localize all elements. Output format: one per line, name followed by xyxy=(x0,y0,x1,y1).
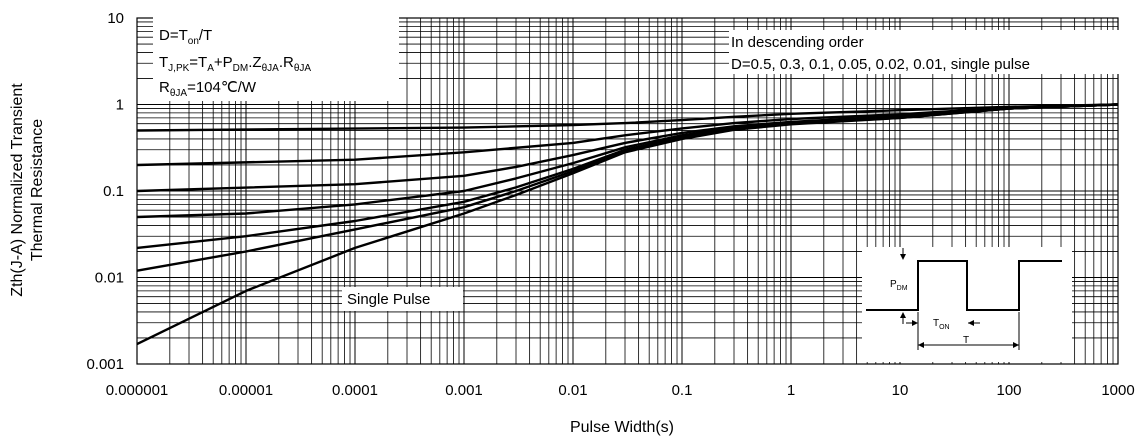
formula-box-bg xyxy=(153,13,399,101)
series-line-7 xyxy=(136,103,1119,346)
y-axis-title-line1: Zth(J-A) Normalized Transient xyxy=(9,83,26,297)
inset-period-arrowhead-left xyxy=(918,342,924,348)
y-axis-title-line2: Thermal Resistance xyxy=(29,119,46,261)
x-tick-label: 0.0001 xyxy=(332,382,378,399)
formula-line2: TJ,PK=TA+PDM.ZθJA.RθJA xyxy=(159,54,311,74)
formula-line3: RθJA=104℃/W xyxy=(159,79,257,99)
order-annotation: In descending order D=0.5, 0.3, 0.1, 0.0… xyxy=(729,30,1132,74)
inset-period-label: T xyxy=(963,335,969,346)
y-axis-title: Zth(J-A) Normalized Transient Thermal Re… xyxy=(9,83,46,297)
order-box-bg xyxy=(729,30,1132,74)
series-line-1 xyxy=(136,103,1119,132)
y-tick-label: 0.1 xyxy=(103,183,124,200)
inset-pdm-arrow-top xyxy=(900,254,906,260)
x-tick-label: 100 xyxy=(996,382,1021,399)
single-pulse-label: Single Pulse xyxy=(347,291,430,308)
series-line-5 xyxy=(136,103,1119,250)
inset-ton-arrowhead-left xyxy=(912,320,918,326)
tick-labels: 0.000001 0.00001 0.0001 0.001 0.01 0.1 1 10 100 1… xyxy=(86,10,1134,399)
x-tick-label: 0.01 xyxy=(558,382,587,399)
x-tick-label: 1 xyxy=(787,382,795,399)
formula-line1: D=Ton/T xyxy=(159,27,212,47)
y-tick-label: 10 xyxy=(107,10,124,27)
inset-ton-arrowhead-right xyxy=(968,320,974,326)
x-axis-title: Pulse Width(s) xyxy=(570,419,674,436)
order-line2: D=0.5, 0.3, 0.1, 0.05, 0.02, 0.01, singl… xyxy=(731,56,1030,73)
y-tick-label: 0.001 xyxy=(86,356,124,373)
inset-pdm-arrow-bottom xyxy=(900,312,906,318)
series-line-2 xyxy=(136,103,1119,167)
y-tick-label: 1 xyxy=(116,97,124,114)
x-tick-label: 0.1 xyxy=(672,382,693,399)
x-tick-label: 1000 xyxy=(1101,382,1134,399)
single-pulse-annotation: Single Pulse xyxy=(342,287,463,311)
single-pulse-label-bg xyxy=(342,287,463,311)
inset-pdm-label: PDM xyxy=(890,279,908,292)
pulse-waveform-inset: PDM TON T xyxy=(862,247,1072,362)
inset-period-arrowhead-right xyxy=(1013,342,1019,348)
x-tick-label: 0.000001 xyxy=(106,382,169,399)
x-tick-label: 0.001 xyxy=(445,382,483,399)
plot-frame xyxy=(136,17,1119,365)
plot-area-border xyxy=(136,17,1119,365)
inset-waveform xyxy=(866,260,1062,311)
formula-annotation: D=Ton/T TJ,PK=TA+PDM.ZθJA.RθJA RθJA=104℃… xyxy=(153,13,399,101)
x-tick-label: 0.00001 xyxy=(219,382,273,399)
inset-ton-label: TON xyxy=(933,318,950,331)
series-group xyxy=(136,103,1119,346)
order-line1: In descending order xyxy=(731,34,864,51)
x-tick-label: 10 xyxy=(892,382,909,399)
y-tick-label: 0.01 xyxy=(95,270,124,287)
